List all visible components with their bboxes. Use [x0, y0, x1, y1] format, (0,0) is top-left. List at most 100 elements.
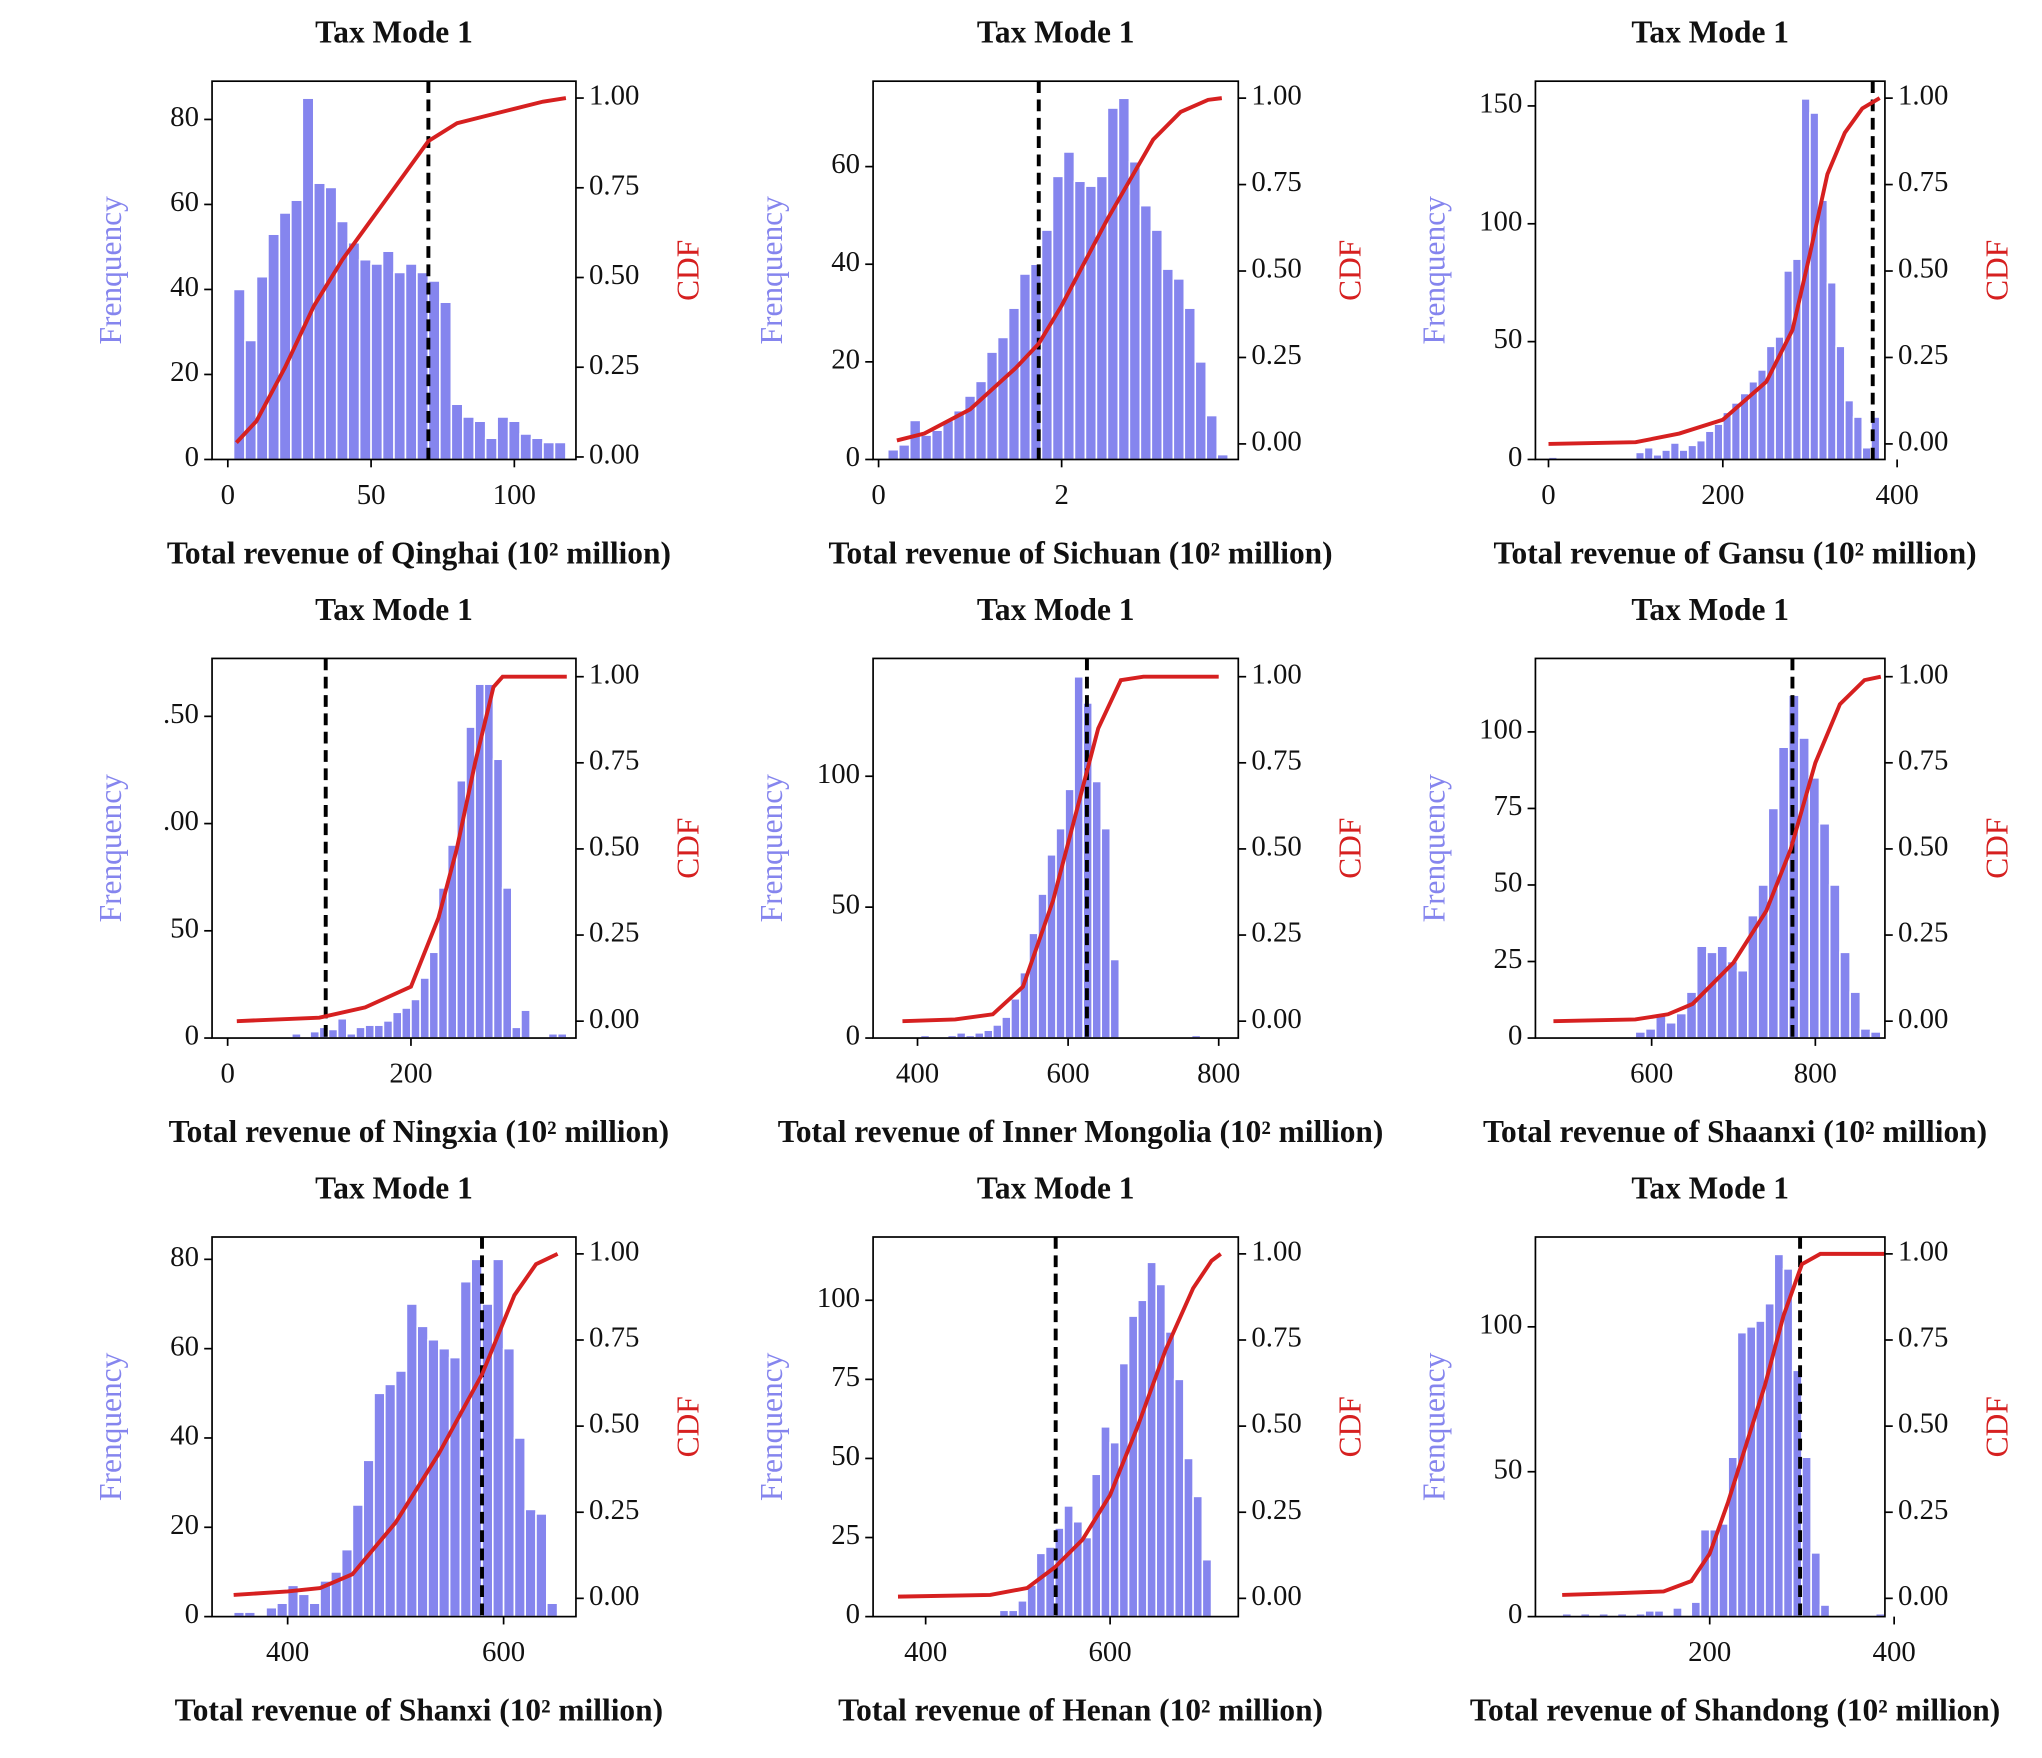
bar — [1194, 361, 1208, 460]
y2-tick-label: 0.50 — [1251, 1408, 1301, 1440]
bar — [1164, 1331, 1176, 1617]
y-tick-label: 0 — [185, 1020, 199, 1052]
plot-area — [1553, 658, 1882, 1039]
bar — [1699, 1528, 1711, 1617]
bar — [1100, 827, 1112, 1039]
bar — [897, 444, 911, 460]
bar — [1869, 1031, 1882, 1039]
bar — [391, 1011, 403, 1039]
bar — [1819, 1604, 1831, 1617]
bar — [370, 263, 384, 460]
bar — [1849, 991, 1862, 1039]
bar — [1109, 1441, 1121, 1617]
bar — [1653, 1610, 1665, 1617]
bar — [1634, 451, 1646, 460]
bar — [1072, 1520, 1084, 1617]
plot-area — [232, 1237, 559, 1617]
bar — [542, 441, 556, 460]
y-tick-label: 100 — [1479, 1308, 1522, 1340]
bar — [1644, 1028, 1657, 1039]
bar — [336, 1017, 348, 1039]
cdf-line — [233, 1252, 559, 1597]
x-tick-label: 2 — [1054, 479, 1068, 511]
y2-tick-label: 0.50 — [1898, 253, 1948, 285]
bar — [1713, 423, 1724, 460]
bar — [450, 403, 464, 460]
y-tick-label: 20 — [831, 343, 860, 375]
y2-tick-label: 1.00 — [589, 80, 639, 112]
bar — [1839, 951, 1851, 1039]
bar — [410, 998, 421, 1039]
y-tick-label: 100 — [817, 758, 860, 790]
bar — [309, 1030, 321, 1039]
bar — [502, 1347, 516, 1617]
y-tick-label: 75 — [1494, 790, 1523, 822]
y2-axis-label: CDF — [1979, 240, 2014, 301]
panel: 200 400 0 50 100 0.00 0.25 0.50 0.75 1.00 Tax Mode… — [1416, 1170, 2014, 1727]
x-tick-label: 100 — [493, 479, 536, 511]
y-tick-label: 0 — [846, 1598, 860, 1630]
y-tick-label: 0 — [1508, 1598, 1522, 1630]
y2-tick-label: 0.00 — [589, 439, 639, 471]
y-tick-label: 50 — [170, 912, 199, 944]
y2-tick-label: 0.75 — [1251, 166, 1301, 198]
y2-tick-label: 0.25 — [1251, 917, 1301, 949]
axes-frame — [211, 657, 577, 1039]
bar — [1040, 229, 1054, 460]
bar — [419, 977, 431, 1039]
y-tick-label: 20 — [170, 356, 199, 388]
y2-tick-label: 0.00 — [589, 1580, 639, 1612]
y2-tick-label: 1.00 — [1251, 658, 1301, 690]
y2-tick-label: 0.50 — [589, 259, 639, 291]
bar — [278, 212, 292, 460]
y2-tick-label: 0.25 — [1251, 339, 1301, 371]
y-tick-label: 100 — [1479, 714, 1522, 746]
bar — [501, 887, 513, 1039]
bar — [1726, 960, 1739, 1039]
plot-area — [902, 658, 1219, 1039]
x-axis-label: Total revenue of Shandong (10² million) — [1470, 1693, 2000, 1728]
panel: 400 600 0 20 40 60 80 0.00 0.25 0.50 0.75 1.00 Tax M… — [93, 1170, 705, 1727]
bar — [1172, 278, 1186, 460]
x-tick-label: 50 — [357, 479, 386, 511]
bar — [1665, 1021, 1677, 1039]
bar — [1007, 307, 1021, 460]
y2-tick-label: 0.75 — [589, 169, 639, 201]
y-tick-label: 40 — [170, 271, 199, 303]
y-tick-label: 60 — [170, 186, 199, 218]
y-tick-label: 40 — [831, 246, 860, 278]
y2-tick-label: 0.25 — [589, 349, 639, 381]
bar — [382, 1020, 394, 1039]
bar — [1808, 777, 1821, 1039]
bar — [530, 437, 544, 460]
bar — [1018, 273, 1032, 460]
bar — [1810, 1552, 1822, 1617]
y2-axis-label: CDF — [670, 818, 705, 879]
y2-axis-label: CDF — [670, 1396, 705, 1457]
bar — [1672, 1607, 1683, 1617]
axes-frame — [211, 80, 577, 461]
x-tick-label: 200 — [1688, 1636, 1731, 1668]
panel-title: Tax Mode 1 — [315, 15, 473, 50]
bar — [1106, 107, 1120, 460]
bar — [1718, 1523, 1729, 1617]
bar — [1161, 268, 1175, 460]
y-tick-label: 40 — [170, 1420, 199, 1452]
x-axis-label: Total revenue of Sichuan (10² million) — [828, 536, 1332, 571]
y2-tick-label: 0.75 — [1898, 1322, 1948, 1354]
y2-tick-label: 1.00 — [1898, 80, 1948, 112]
bar — [1091, 780, 1103, 1039]
panel: 600 800 0 25 50 75 100 0.00 0.25 0.50 0.75 1.00 Tax … — [1416, 592, 2014, 1149]
bar — [362, 1459, 375, 1617]
bar — [394, 1370, 408, 1617]
plot-area — [232, 81, 567, 460]
bar — [1201, 1558, 1213, 1617]
bar — [243, 1611, 257, 1617]
bar — [992, 1024, 1003, 1039]
cdf-line — [896, 96, 1223, 443]
y2-axis-label: CDF — [1333, 1396, 1368, 1457]
y-tick-label: 50 — [831, 889, 860, 921]
bar — [1634, 1031, 1647, 1039]
y2-tick-label: 1.00 — [1898, 658, 1948, 690]
x-axis-label: Total revenue of Gansu (10² million) — [1493, 536, 1976, 571]
